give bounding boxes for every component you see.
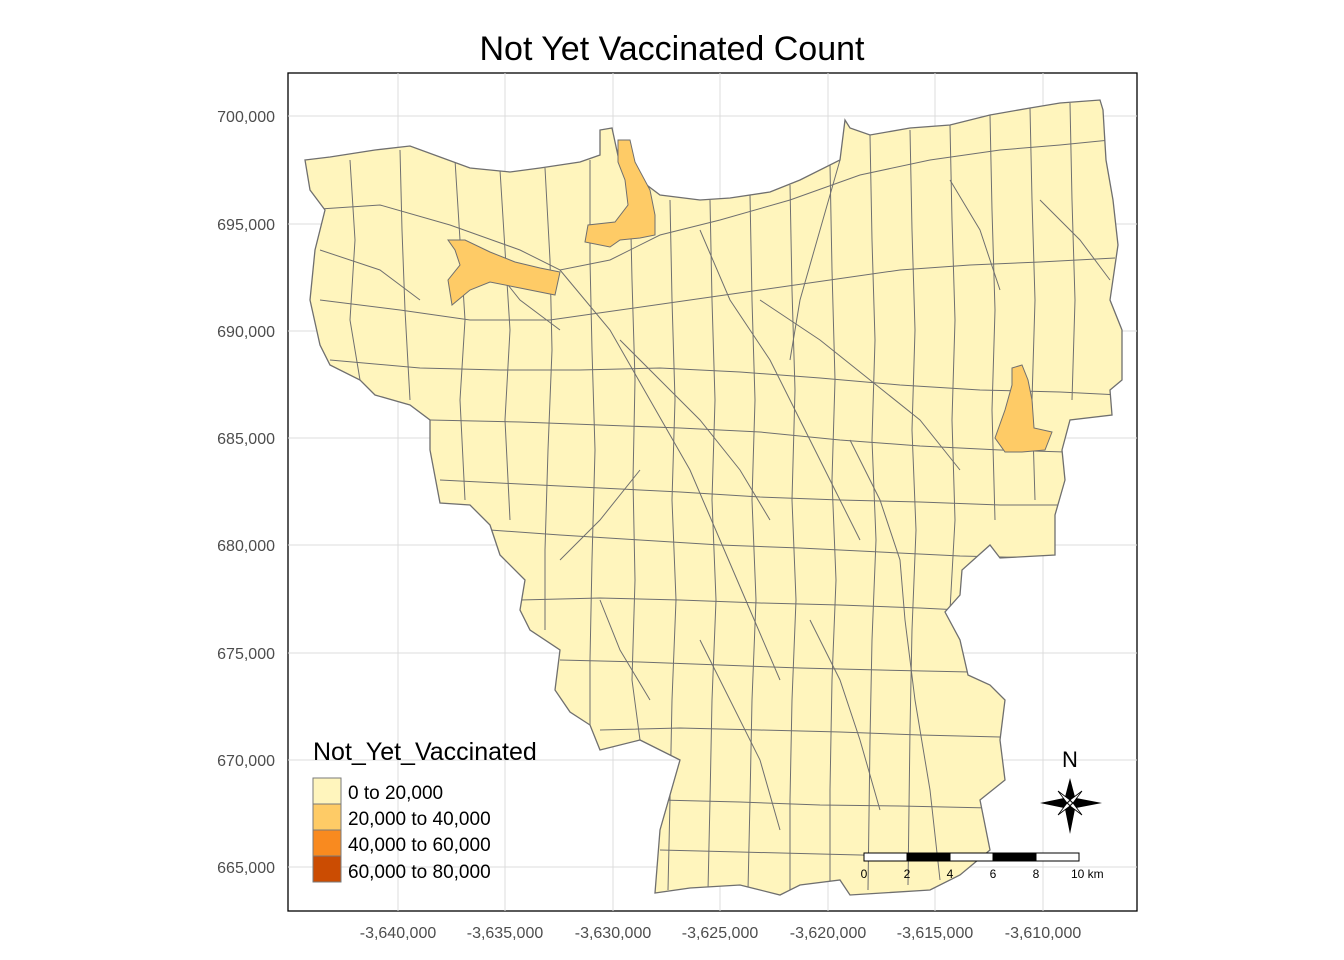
x-tick-label: -3,635,000 xyxy=(467,925,544,942)
legend-label: 40,000 to 60,000 xyxy=(348,835,491,856)
legend-label: 0 to 20,000 xyxy=(348,783,443,804)
y-tick-label: 675,000 xyxy=(217,646,275,663)
scale-label: 0 xyxy=(861,867,868,881)
scale-label: 10 km xyxy=(1071,867,1104,881)
legend: Not_Yet_Vaccinated 0 to 20,000 20,000 to… xyxy=(312,738,537,883)
north-arrow: N xyxy=(1040,747,1102,834)
y-tick-label: 665,000 xyxy=(217,860,275,877)
legend-swatch xyxy=(312,829,342,857)
scale-label: 4 xyxy=(947,867,954,881)
y-tick-label: 695,000 xyxy=(217,217,275,234)
district-highlight xyxy=(584,139,656,248)
scale-label: 8 xyxy=(1033,867,1040,881)
scale-label: 2 xyxy=(904,867,911,881)
legend-swatch xyxy=(312,803,342,831)
x-tick-label: -3,620,000 xyxy=(790,925,867,942)
y-tick-label: 690,000 xyxy=(217,324,275,341)
y-tick-label: 670,000 xyxy=(217,753,275,770)
legend-label: 60,000 to 80,000 xyxy=(348,862,491,883)
y-tick-label: 680,000 xyxy=(217,538,275,555)
city-outline xyxy=(304,99,1123,896)
legend-swatch xyxy=(312,777,342,805)
scale-label: 6 xyxy=(990,867,997,881)
district-boundaries xyxy=(305,102,1121,891)
district-highlight xyxy=(994,364,1053,453)
legend-title: Not_Yet_Vaccinated xyxy=(313,738,537,766)
x-tick-label: -3,640,000 xyxy=(360,925,437,942)
scale-bar: 0 2 4 6 8 10 km xyxy=(861,852,1104,881)
compass-rose-icon xyxy=(1040,778,1102,834)
x-tick-label: -3,625,000 xyxy=(682,925,759,942)
x-tick-label: -3,610,000 xyxy=(1005,925,1082,942)
x-axis-ticks: -3,640,000 -3,635,000 -3,630,000 -3,625,… xyxy=(360,925,1082,942)
legend-label: 20,000 to 40,000 xyxy=(348,809,491,830)
x-tick-label: -3,630,000 xyxy=(575,925,652,942)
y-tick-label: 685,000 xyxy=(217,431,275,448)
north-label: N xyxy=(1062,747,1078,772)
y-tick-label: 700,000 xyxy=(217,109,275,126)
legend-swatch xyxy=(312,855,342,883)
y-axis-ticks: 700,000 695,000 690,000 685,000 680,000 … xyxy=(217,109,275,877)
map-title: Not Yet Vaccinated Count xyxy=(480,30,866,68)
district-highlight xyxy=(447,239,561,306)
x-tick-label: -3,615,000 xyxy=(897,925,974,942)
choropleth-map xyxy=(304,99,1123,896)
